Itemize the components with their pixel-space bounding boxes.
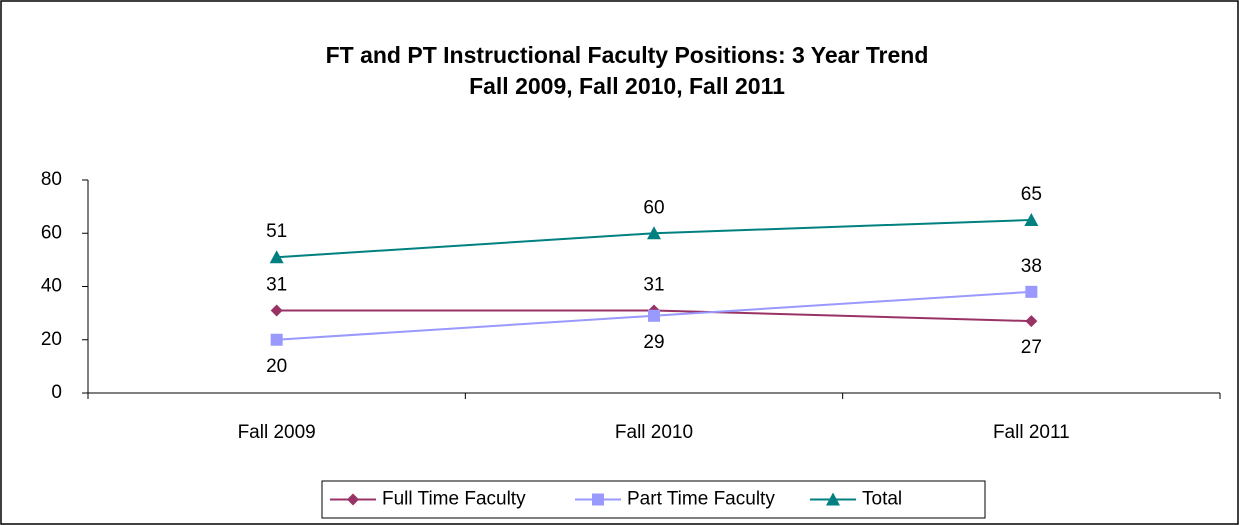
y-tick-label: 20 <box>41 329 62 350</box>
marker <box>826 492 840 506</box>
data-label: 60 <box>643 197 664 218</box>
data-label: 27 <box>1021 337 1042 358</box>
marker <box>270 304 283 317</box>
chart-title: FT and PT Instructional Faculty Position… <box>326 42 929 68</box>
marker <box>1024 212 1039 226</box>
marker <box>269 250 284 264</box>
marker <box>270 333 283 346</box>
y-tick-label: 0 <box>51 382 62 403</box>
legend-box <box>321 480 986 519</box>
x-tick-label: Fall 2010 <box>615 422 693 443</box>
data-label: 29 <box>643 332 664 353</box>
legend-label: Full Time Faculty <box>382 489 526 510</box>
x-tick-label: Fall 2011 <box>993 422 1070 443</box>
data-label: 31 <box>266 274 287 295</box>
data-label: 31 <box>643 274 664 295</box>
y-tick-label: 40 <box>41 276 62 297</box>
data-label: 20 <box>266 356 287 377</box>
y-tick-label: 60 <box>41 222 62 243</box>
y-tick-label: 80 <box>41 169 62 190</box>
chart-subtitle: Fall 2009, Fall 2010, Fall 2011 <box>469 73 785 99</box>
data-label: 65 <box>1021 184 1042 205</box>
legend-label: Part Time Faculty <box>627 489 775 510</box>
data-label: 38 <box>1021 256 1042 277</box>
marker <box>592 493 604 506</box>
marker <box>1025 285 1038 298</box>
marker <box>647 226 661 240</box>
legend-label: Total <box>862 489 902 510</box>
marker <box>1025 315 1038 328</box>
marker <box>347 493 359 506</box>
x-tick-label: Fall 2009 <box>238 422 316 443</box>
marker <box>648 309 660 322</box>
data-label: 51 <box>266 221 287 242</box>
